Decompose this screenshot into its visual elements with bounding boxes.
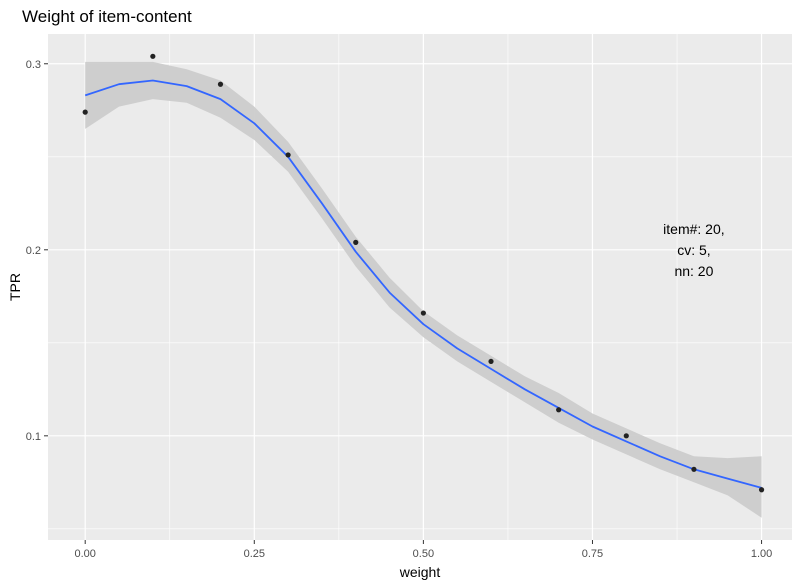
x-axis-title: weight [399, 564, 441, 580]
x-tick-label: 1.00 [751, 548, 772, 560]
data-point [285, 152, 291, 158]
data-point [623, 433, 629, 439]
data-point [82, 109, 88, 115]
annotation-line: item#: 20, [663, 221, 724, 237]
y-axis-ticks: 0.1 0.2 0.3 [26, 59, 48, 443]
confidence-ribbon [85, 61, 762, 518]
data-point [488, 358, 494, 365]
data-point [758, 487, 765, 493]
x-tick-label: 0.75 [582, 548, 603, 560]
x-tick-label: 0.00 [74, 548, 95, 560]
x-axis-ticks: 0.00 0.25 0.50 0.75 1.00 [74, 540, 772, 560]
data-point [217, 81, 224, 87]
data-point [691, 466, 697, 472]
y-axis-title: TPR [7, 273, 23, 301]
y-tick-label: 0.1 [26, 431, 41, 443]
x-tick-label: 0.50 [413, 548, 434, 560]
minor-gridlines [48, 34, 792, 540]
data-point [150, 53, 156, 59]
x-tick-label: 0.25 [244, 548, 265, 560]
smooth-line [84, 79, 762, 489]
annotation-line: nn: 20 [674, 263, 713, 279]
y-tick-label: 0.3 [26, 59, 41, 71]
annotation: item#: 20, cv: 5, nn: 20 [663, 221, 724, 279]
data-point [556, 407, 562, 413]
data-point [420, 310, 426, 316]
data-point [353, 239, 359, 245]
y-tick-label: 0.2 [26, 245, 41, 257]
data-points [82, 53, 765, 493]
chart-title: Weight of item-content [22, 7, 192, 26]
annotation-line: cv: 5, [677, 242, 710, 258]
